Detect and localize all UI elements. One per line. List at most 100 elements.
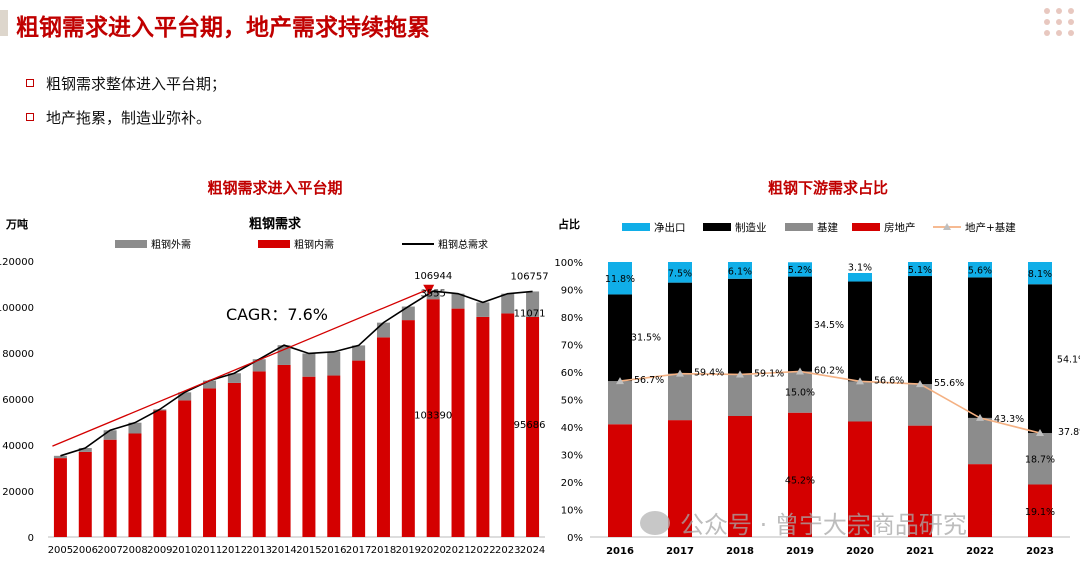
left-cagr-trend-line — [52, 289, 428, 447]
left-bar-domestic — [103, 439, 117, 537]
left-ytick-label: 100000 — [0, 303, 34, 314]
left-legend-swatch — [115, 240, 147, 248]
right-data-label-re-plus-infra: 56.7% — [634, 375, 664, 386]
right-bar-real-estate — [728, 416, 752, 537]
left-bar-domestic — [227, 382, 241, 537]
right-bar-manufacturing — [668, 282, 692, 374]
right-bar-net-export — [1028, 262, 1052, 285]
right-xtick-label: 2023 — [1026, 546, 1054, 557]
right-data-label-real-estate: 19.1% — [1025, 507, 1055, 518]
left-bar-external — [426, 291, 440, 300]
left-bar-external — [526, 291, 540, 317]
right-ytick-label: 10% — [561, 506, 583, 517]
watermark-text: 公众号 · 曾宁大宗商品研究 — [680, 511, 967, 539]
right-data-label-re-plus-infra: 37.8% — [1058, 427, 1080, 438]
right-bar-net-export — [728, 262, 752, 279]
left-xtick-label: 2021 — [445, 545, 470, 556]
right-bar-infrastructure — [608, 381, 632, 425]
right-data-label-re-plus-infra: 59.1% — [754, 368, 784, 379]
right-legend-swatch — [785, 223, 813, 231]
right-xtick-label: 2016 — [606, 546, 634, 557]
left-xtick-label: 2006 — [73, 545, 98, 556]
right-data-label-net-export: 11.8% — [605, 274, 635, 285]
left-ytick-label: 20000 — [2, 487, 34, 498]
right-ytick-label: 90% — [561, 286, 583, 297]
right-data-label-re-plus-infra: 60.2% — [814, 365, 844, 376]
right-bar-manufacturing — [728, 278, 752, 375]
right-data-label-re-plus-infra: 43.3% — [994, 414, 1024, 425]
right-legend-label: 制造业 — [735, 221, 767, 234]
right-ytick-label: 70% — [561, 341, 583, 352]
left-ytick-label: 0 — [28, 533, 34, 544]
left-bar-domestic — [376, 337, 390, 537]
right-bar-manufacturing — [608, 294, 632, 382]
left-bar-domestic — [526, 316, 540, 537]
right-bar-real-estate — [908, 425, 932, 537]
right-bar-net-export — [908, 262, 932, 277]
right-xtick-label: 2021 — [906, 546, 934, 557]
right-legend-marker — [943, 223, 951, 230]
right-bar-real-estate — [668, 420, 692, 537]
right-xtick-label: 2019 — [786, 546, 814, 557]
right-ytick-label: 60% — [561, 368, 583, 379]
left-xtick-label: 2008 — [122, 545, 147, 556]
left-bar-external — [203, 380, 217, 389]
left-bar-domestic — [302, 376, 316, 537]
left-data-label-total-2024: 106757 — [510, 271, 548, 282]
right-legend-swatch — [852, 223, 880, 231]
right-bar-net-export — [608, 262, 632, 295]
left-bar-external — [476, 302, 490, 317]
right-bar-manufacturing — [788, 276, 812, 372]
left-xtick-label: 2023 — [495, 545, 520, 556]
right-bar-net-export — [968, 262, 992, 278]
left-ylabel: 万吨 — [5, 217, 28, 231]
left-xtick-label: 2012 — [222, 545, 247, 556]
left-bar-external — [53, 455, 67, 459]
right-bar-infrastructure — [788, 371, 812, 413]
right-bar-manufacturing — [908, 276, 932, 385]
left-bar-external — [252, 359, 266, 372]
left-bar-domestic — [401, 320, 415, 537]
right-xtick-label: 2020 — [846, 546, 874, 557]
right-ytick-label: 0% — [567, 533, 583, 544]
left-xtick-label: 2018 — [371, 545, 396, 556]
right-data-label-real-estate: 45.2% — [785, 475, 815, 486]
left-xtick-label: 2024 — [520, 545, 545, 556]
left-bar-domestic — [426, 299, 440, 537]
right-xtick-label: 2022 — [966, 546, 994, 557]
left-data-label-external-2020: 3555 — [420, 289, 445, 300]
right-legend-label: 地产+基建 — [965, 221, 1016, 234]
left-bar-domestic — [352, 360, 366, 537]
left-bar-external — [103, 430, 117, 440]
title-corner-accent — [0, 10, 8, 36]
left-data-label-domestic-2024: 95686 — [514, 420, 546, 431]
right-line-marker — [676, 369, 684, 377]
decor-dots — [1044, 8, 1075, 36]
right-data-label-net-export: 3.1% — [848, 262, 872, 273]
right-xtick-label: 2018 — [726, 546, 754, 557]
left-bar-domestic — [53, 458, 67, 537]
right-bar-real-estate — [1028, 484, 1052, 537]
right-line-re-plus-infra — [619, 370, 1041, 434]
left-bar-external — [78, 447, 92, 452]
right-data-label-infrastructure: 18.7% — [1025, 455, 1055, 466]
left-xtick-label: 2013 — [246, 545, 271, 556]
right-ytick-label: 50% — [561, 396, 583, 407]
right-data-label-net-export: 5.1% — [908, 265, 932, 276]
right-bar-infrastructure — [968, 417, 992, 465]
left-bar-external — [401, 306, 415, 321]
right-bar-infrastructure — [848, 381, 872, 422]
left-xtick-label: 2020 — [420, 545, 445, 556]
right-data-label-re-plus-infra: 55.6% — [934, 378, 964, 389]
left-bar-external — [451, 293, 465, 309]
right-ylabel: 占比 — [558, 217, 580, 231]
left-xtick-label: 2019 — [396, 545, 421, 556]
left-xtick-label: 2007 — [97, 545, 122, 556]
right-bar-net-export — [668, 262, 692, 283]
left-xtick-label: 2005 — [48, 545, 73, 556]
right-bar-infrastructure — [668, 373, 692, 421]
right-bar-infrastructure — [908, 384, 932, 426]
left-xtick-label: 2011 — [197, 545, 222, 556]
left-ytick-label: 60000 — [2, 395, 34, 406]
